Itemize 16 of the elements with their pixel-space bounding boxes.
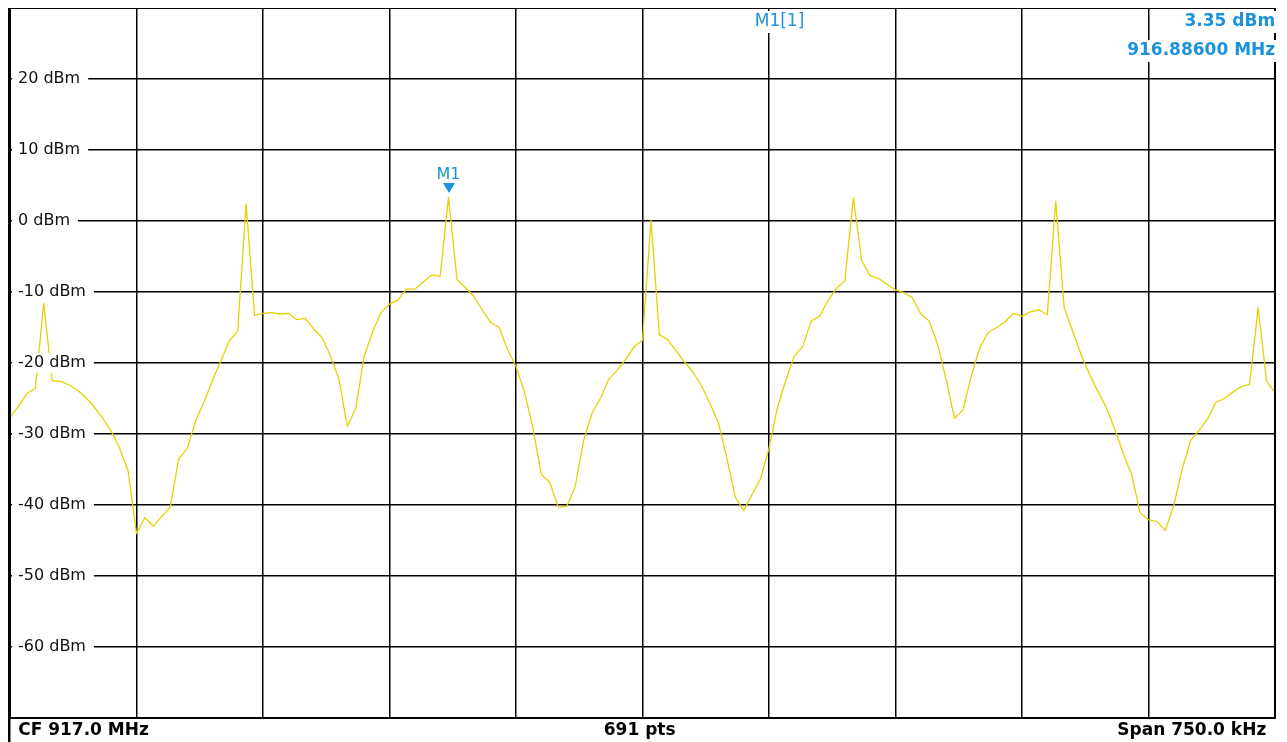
y-tick-label: 10 dBm	[18, 139, 81, 159]
y-tick-label: -60 dBm	[18, 636, 86, 656]
y-tick-label: -10 dBm	[18, 281, 86, 301]
y-tick-label: -50 dBm	[18, 565, 86, 585]
y-tick-label: -20 dBm	[18, 352, 86, 372]
text: CF 917.0 MHz	[18, 719, 150, 740]
annotation: M1	[436, 164, 461, 184]
text: 691 pts	[603, 719, 676, 740]
annotation: 3.35 dBm	[1184, 10, 1276, 31]
y-tick-label: -40 dBm	[18, 494, 86, 514]
text: Span 750.0 kHz	[1117, 719, 1267, 740]
y-tick-label: 20 dBm	[18, 68, 81, 88]
y-tick-label: -30 dBm	[18, 423, 86, 443]
annotation: 916.88600 MHz	[1127, 39, 1276, 60]
annotation: M1[1]	[754, 10, 805, 31]
y-tick-label: 0 dBm	[18, 210, 70, 230]
